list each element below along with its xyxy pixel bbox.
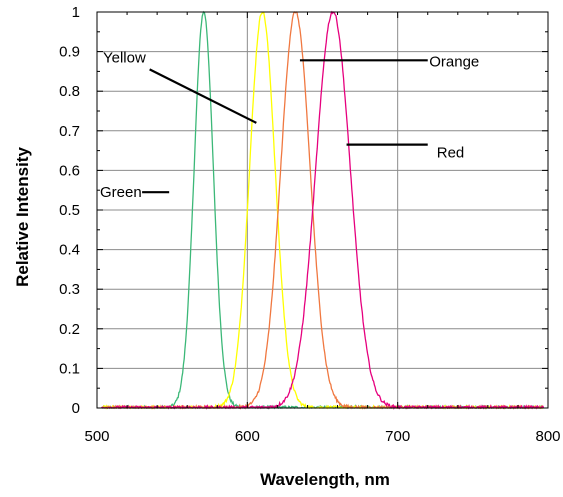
x-tick-label: 600 (235, 428, 260, 445)
annotation-label-red: Red (437, 145, 465, 162)
annotation-leader-yellow (149, 68, 257, 124)
x-tick-label: 800 (535, 428, 560, 445)
y-tick-label: 0.8 (59, 83, 80, 100)
annotations: Green Yellow Orange Red (100, 50, 479, 202)
y-tick-label: 0.7 (59, 123, 80, 140)
annotation-label-orange: Orange (429, 54, 479, 71)
y-tick-label: 0.3 (59, 281, 80, 298)
y-tick-label: 0 (72, 400, 80, 417)
y-tick-label: 0.9 (59, 44, 80, 61)
y-tick-label: 0.4 (59, 242, 80, 259)
x-tick-label: 500 (84, 428, 109, 445)
tick-labels: 0 0.1 0.2 0.3 0.4 0.5 0.6 0.7 0.8 0.9 1 500 600 700 80… (59, 4, 560, 445)
y-tick-label: 0.6 (59, 162, 80, 179)
y-tick-label: 0.1 (59, 360, 80, 377)
annotation-label-green: Green (100, 184, 142, 201)
x-tick-label: 700 (385, 428, 410, 445)
axis-ticks (96, 11, 549, 409)
y-tick-label: 0.5 (59, 202, 80, 219)
x-axis-label: Wavelength, nm (260, 470, 390, 489)
grid (96, 11, 549, 409)
annotation-label-yellow: Yellow (103, 50, 146, 67)
y-tick-label: 0.2 (59, 321, 80, 338)
y-tick-label: 1 (72, 4, 80, 21)
y-axis-label: Relative Intensity (13, 147, 32, 287)
